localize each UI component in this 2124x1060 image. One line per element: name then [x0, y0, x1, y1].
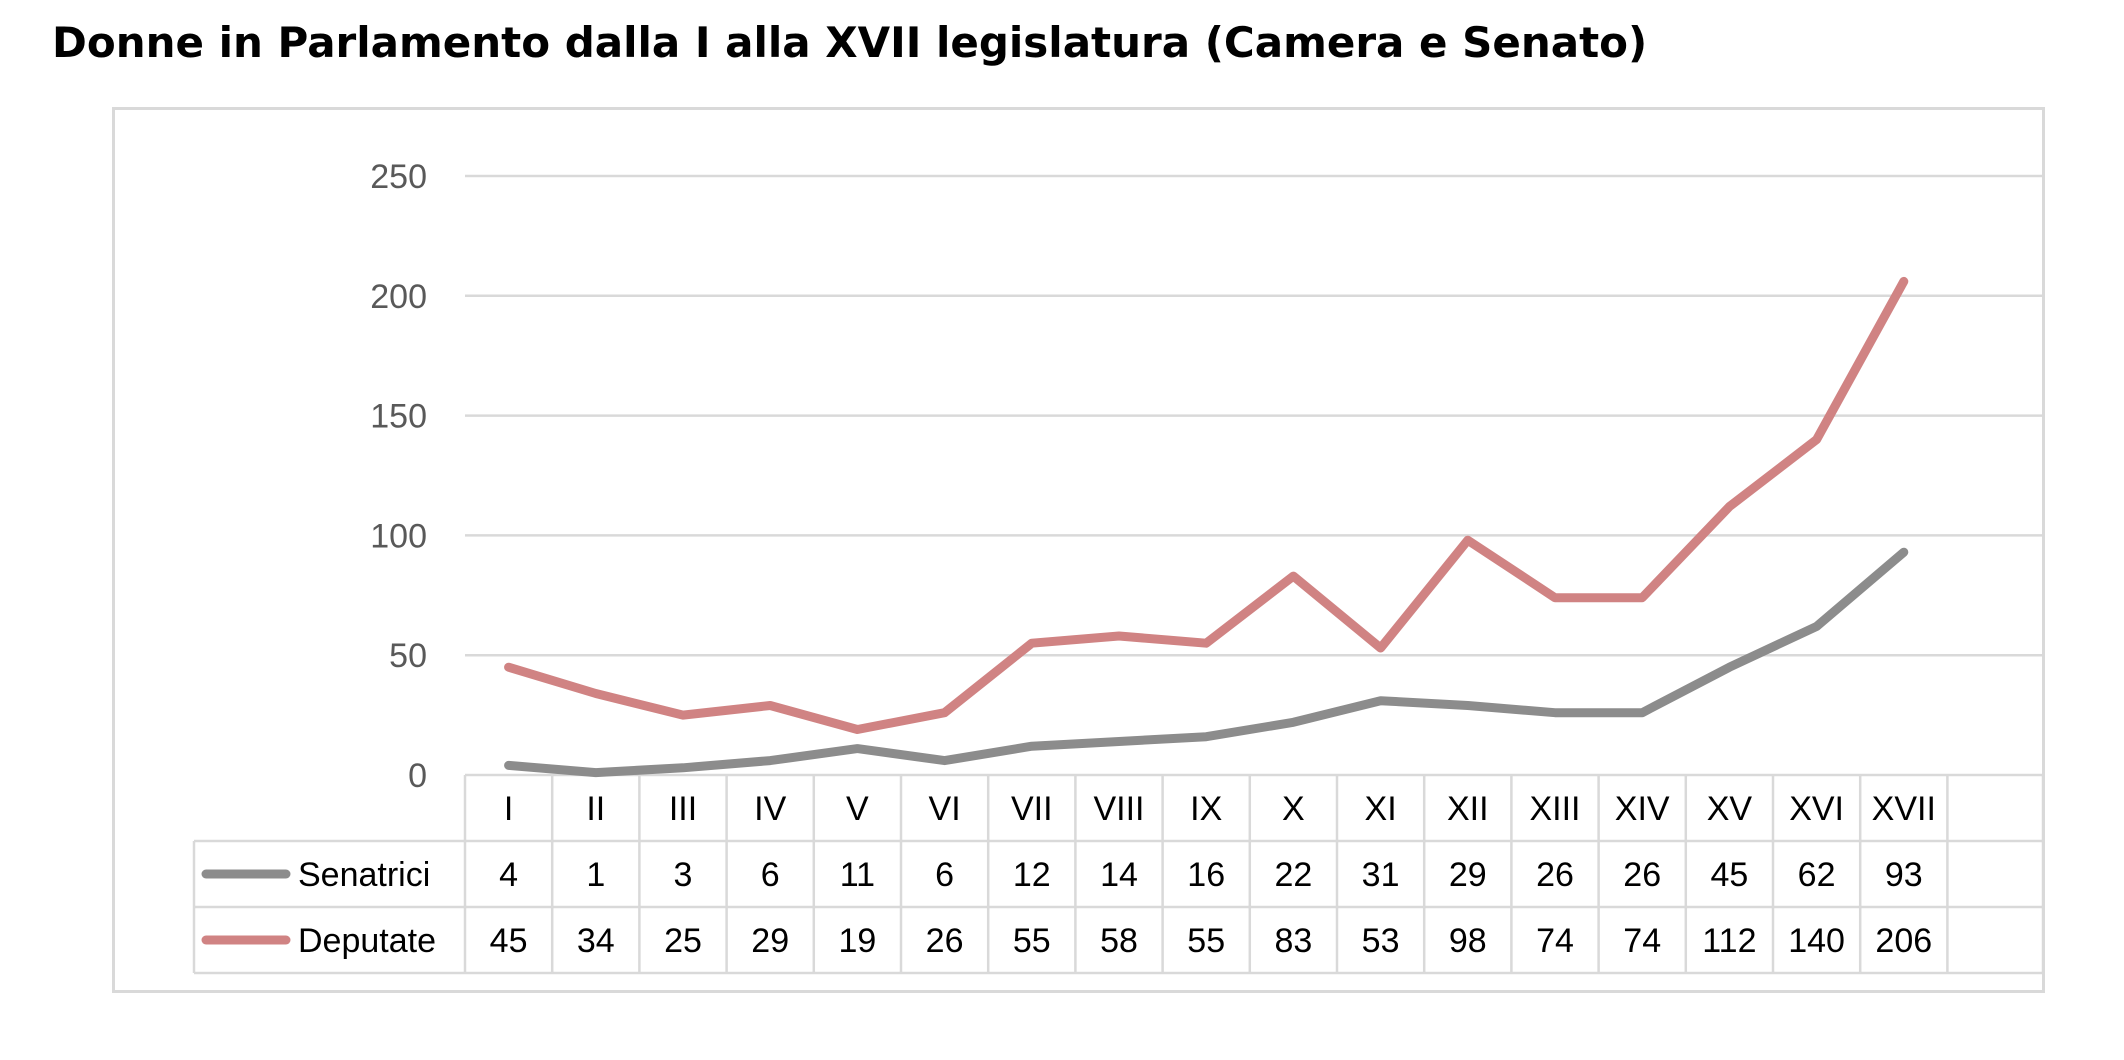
series-lines — [504, 276, 1909, 778]
data-label: 19 — [838, 922, 876, 960]
series-line — [504, 547, 1909, 778]
data-label: 140 — [1788, 922, 1845, 960]
data-label: 6 — [761, 856, 780, 894]
data-label: 55 — [1013, 922, 1051, 960]
data-label: 11 — [840, 856, 875, 894]
data-label: 1 — [586, 856, 605, 894]
legend-label: Deputate — [298, 922, 436, 960]
x-tick-label: XIV — [1615, 790, 1670, 828]
data-label: 26 — [926, 922, 964, 960]
x-tick-label: XVII — [1872, 790, 1936, 828]
gridlines — [465, 174, 2042, 657]
data-label: 34 — [577, 922, 615, 960]
x-tick-label: II — [586, 790, 605, 828]
data-label: 45 — [1710, 856, 1748, 894]
data-label: 112 — [1702, 922, 1756, 960]
y-tick-label: 150 — [370, 398, 427, 436]
data-label: 14 — [1100, 856, 1138, 894]
x-tick-label: XV — [1707, 790, 1753, 828]
x-tick-label: V — [846, 790, 869, 828]
x-tick-label: XII — [1447, 790, 1489, 828]
x-tick-label: VI — [929, 790, 961, 828]
y-tick-label: 250 — [370, 158, 427, 196]
data-label: 83 — [1274, 922, 1312, 960]
y-tick-label: 200 — [370, 278, 427, 316]
data-label: 12 — [1013, 856, 1051, 894]
x-tick-label: III — [669, 790, 697, 828]
data-label: 45 — [490, 922, 528, 960]
data-label: 6 — [935, 856, 954, 894]
y-tick-label: 0 — [408, 757, 427, 795]
data-label: 25 — [664, 922, 702, 960]
data-label: 16 — [1187, 856, 1225, 894]
y-tick-label: 50 — [389, 637, 427, 675]
x-tick-label: I — [504, 790, 513, 828]
data-label: 3 — [674, 856, 693, 894]
chart-area: 0 50 100 150 200 250 I II III IV V VI VII VIII IX X XI X… — [112, 107, 2045, 993]
data-label: 206 — [1875, 922, 1932, 960]
data-label: 31 — [1362, 856, 1400, 894]
data-table: I II III IV V VI VII VIII IX X XI XII XIII XIV XV XVI XV… — [192, 773, 2042, 975]
y-tick-label: 100 — [370, 517, 427, 555]
data-label: 55 — [1187, 922, 1225, 960]
data-label: 26 — [1623, 856, 1661, 894]
legend-label: Senatrici — [298, 856, 430, 894]
x-tick-label: IV — [754, 790, 786, 828]
data-label: 93 — [1885, 856, 1923, 894]
x-tick-label: VIII — [1093, 790, 1144, 828]
data-label: 22 — [1274, 856, 1312, 894]
x-tick-label: XI — [1365, 790, 1397, 828]
page-title: Donne in Parlamento dalla I alla XVII le… — [52, 18, 1648, 67]
data-label: 29 — [751, 922, 789, 960]
x-tick-label: X — [1282, 790, 1305, 828]
data-label: 74 — [1536, 922, 1574, 960]
data-label: 53 — [1362, 922, 1400, 960]
data-label: 26 — [1536, 856, 1574, 894]
x-tick-label: XVI — [1789, 790, 1844, 828]
data-label: 74 — [1623, 922, 1661, 960]
data-label: 4 — [499, 856, 518, 894]
x-tick-label: XIII — [1529, 790, 1580, 828]
data-label: 62 — [1798, 856, 1836, 894]
y-axis-tick-labels: 0 50 100 150 200 250 — [370, 158, 427, 795]
series-line — [504, 276, 1909, 734]
data-label: 58 — [1100, 922, 1138, 960]
x-tick-label: IX — [1190, 790, 1222, 828]
x-tick-label: VII — [1011, 790, 1053, 828]
data-label: 29 — [1449, 856, 1487, 894]
data-label: 98 — [1449, 922, 1487, 960]
